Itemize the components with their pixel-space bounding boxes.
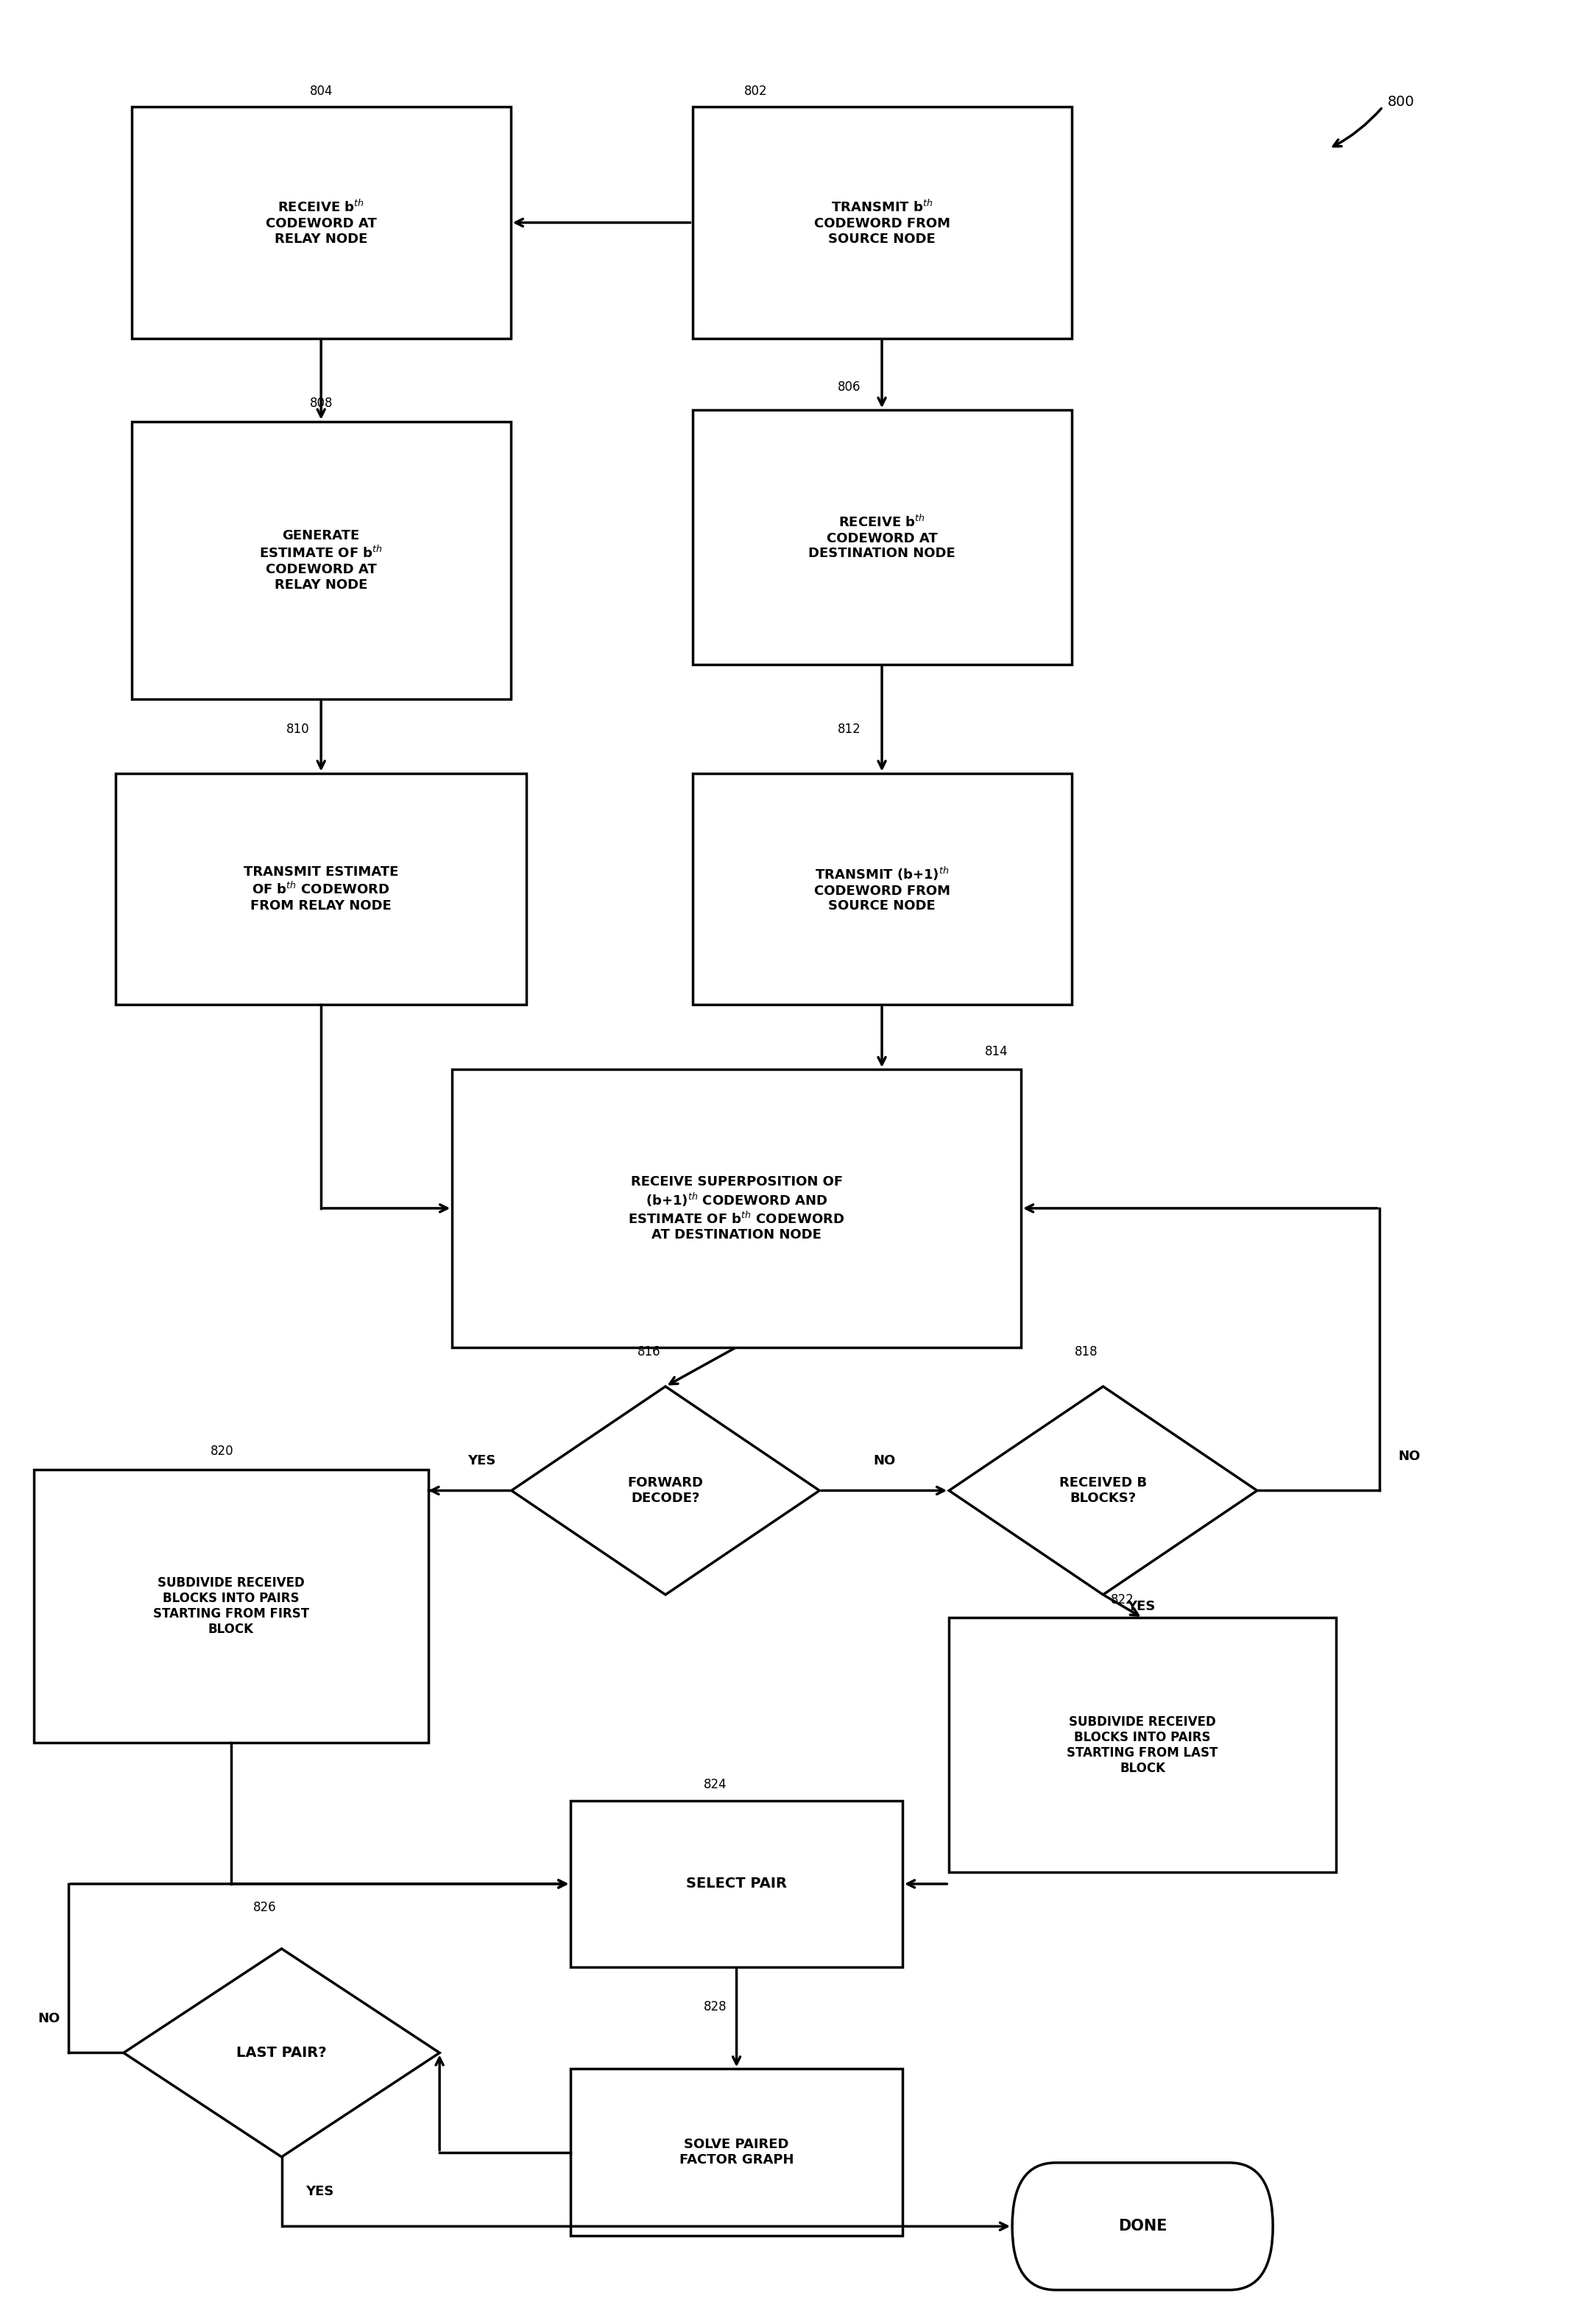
Text: NO: NO — [38, 2013, 60, 2024]
Text: 824: 824 — [703, 1778, 727, 1792]
Text: YES: YES — [1127, 1599, 1154, 1613]
Text: 802: 802 — [744, 84, 768, 98]
FancyBboxPatch shape — [33, 1469, 428, 1743]
Text: SELECT PAIR: SELECT PAIR — [687, 1878, 787, 1892]
FancyBboxPatch shape — [571, 2068, 903, 2236]
Text: DONE: DONE — [1118, 2219, 1167, 2233]
Text: 800: 800 — [1388, 95, 1415, 109]
Text: RECEIVED B
BLOCKS?: RECEIVED B BLOCKS? — [1059, 1476, 1146, 1506]
FancyBboxPatch shape — [692, 107, 1072, 339]
Text: 808: 808 — [310, 397, 334, 409]
Text: GENERATE
ESTIMATE OF b$^{th}$
CODEWORD AT
RELAY NODE: GENERATE ESTIMATE OF b$^{th}$ CODEWORD A… — [259, 530, 383, 590]
Text: 820: 820 — [210, 1446, 234, 1457]
FancyBboxPatch shape — [116, 774, 526, 1004]
Text: SUBDIVIDE RECEIVED
BLOCKS INTO PAIRS
STARTING FROM LAST
BLOCK: SUBDIVIDE RECEIVED BLOCKS INTO PAIRS STA… — [1067, 1715, 1218, 1776]
Polygon shape — [949, 1387, 1258, 1594]
FancyBboxPatch shape — [452, 1069, 1021, 1348]
Text: TRANSMIT b$^{th}$
CODEWORD FROM
SOURCE NODE: TRANSMIT b$^{th}$ CODEWORD FROM SOURCE N… — [814, 200, 949, 246]
Polygon shape — [124, 1950, 439, 2157]
Text: YES: YES — [305, 2185, 334, 2199]
Text: 826: 826 — [253, 1901, 277, 1915]
FancyBboxPatch shape — [1013, 2164, 1274, 2289]
Text: 816: 816 — [638, 1346, 660, 1360]
Text: RECEIVE SUPERPOSITION OF
(b+1)$^{th}$ CODEWORD AND
ESTIMATE OF b$^{th}$ CODEWORD: RECEIVE SUPERPOSITION OF (b+1)$^{th}$ CO… — [628, 1176, 844, 1241]
FancyBboxPatch shape — [571, 1801, 903, 1966]
Text: NO: NO — [873, 1455, 895, 1466]
FancyBboxPatch shape — [692, 409, 1072, 665]
Text: NO: NO — [1399, 1450, 1421, 1462]
Text: 814: 814 — [984, 1043, 1008, 1057]
Text: 804: 804 — [310, 84, 334, 98]
Text: FORWARD
DECODE?: FORWARD DECODE? — [628, 1476, 703, 1506]
Text: LAST PAIR?: LAST PAIR? — [237, 2045, 326, 2059]
Text: RECEIVE b$^{th}$
CODEWORD AT
DESTINATION NODE: RECEIVE b$^{th}$ CODEWORD AT DESTINATION… — [808, 514, 956, 560]
FancyBboxPatch shape — [692, 774, 1072, 1004]
Text: 828: 828 — [703, 2001, 727, 2013]
Text: SOLVE PAIRED
FACTOR GRAPH: SOLVE PAIRED FACTOR GRAPH — [679, 2138, 793, 2166]
Text: 812: 812 — [838, 723, 862, 737]
FancyBboxPatch shape — [132, 107, 510, 339]
Text: 806: 806 — [838, 381, 860, 393]
Text: SUBDIVIDE RECEIVED
BLOCKS INTO PAIRS
STARTING FROM FIRST
BLOCK: SUBDIVIDE RECEIVED BLOCKS INTO PAIRS STA… — [153, 1576, 308, 1636]
Text: 822: 822 — [1111, 1592, 1134, 1606]
FancyBboxPatch shape — [949, 1618, 1336, 1873]
FancyBboxPatch shape — [132, 421, 510, 700]
Text: 818: 818 — [1075, 1346, 1099, 1360]
Polygon shape — [512, 1387, 819, 1594]
Text: TRANSMIT (b+1)$^{th}$
CODEWORD FROM
SOURCE NODE: TRANSMIT (b+1)$^{th}$ CODEWORD FROM SOUR… — [814, 865, 949, 913]
Text: YES: YES — [467, 1455, 496, 1466]
Text: 810: 810 — [286, 723, 310, 737]
Text: RECEIVE b$^{th}$
CODEWORD AT
RELAY NODE: RECEIVE b$^{th}$ CODEWORD AT RELAY NODE — [266, 200, 377, 246]
Text: TRANSMIT ESTIMATE
OF b$^{th}$ CODEWORD
FROM RELAY NODE: TRANSMIT ESTIMATE OF b$^{th}$ CODEWORD F… — [243, 865, 399, 913]
